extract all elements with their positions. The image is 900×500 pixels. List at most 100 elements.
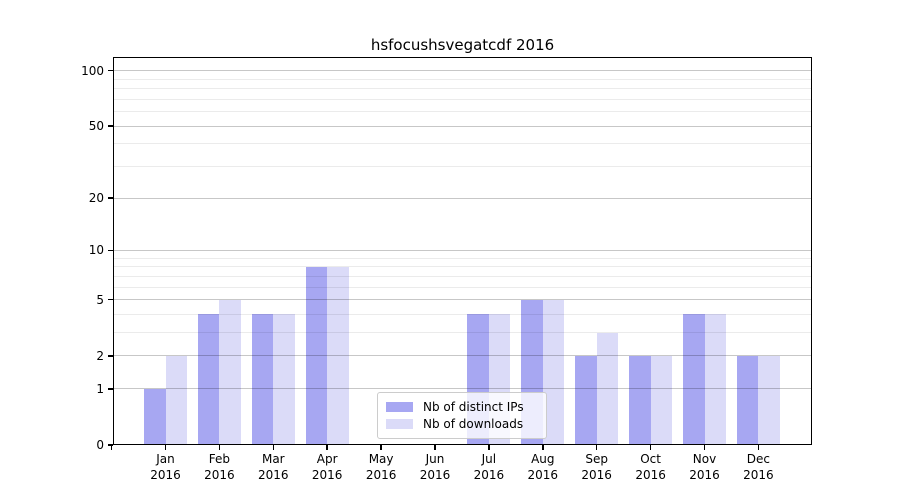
x-tick-mark — [757, 445, 760, 450]
x-tick-mark — [326, 445, 328, 450]
bar-distinct-ips-sep — [575, 355, 597, 445]
y-tick-label: 5 — [96, 292, 104, 307]
gridline-minor — [113, 313, 812, 315]
gridline-major — [113, 249, 812, 251]
x-tick-year: 2016 — [419, 468, 451, 482]
y-tick-label: 2 — [96, 348, 104, 363]
x-tick-year: 2016 — [581, 468, 612, 482]
bar-distinct-ips-feb — [197, 314, 220, 445]
x-tick-label: Mar 2016 — [233, 451, 313, 483]
gridline-minor — [113, 266, 812, 268]
y-tick-mark — [108, 388, 113, 390]
y-tick-mark — [108, 355, 113, 357]
gridline-minor — [113, 88, 812, 90]
x-tick-mark — [164, 445, 167, 450]
bar-distinct-ips-oct — [629, 355, 651, 445]
x-tick-mark — [703, 445, 706, 450]
x-tick-year: 2016 — [689, 468, 720, 482]
x-tick-label: Jan 2016 — [126, 451, 206, 483]
gridline-minor — [113, 257, 812, 259]
plot-area — [113, 57, 812, 445]
x-tick-month: Sep — [585, 452, 608, 466]
x-tick-year: 2016 — [365, 468, 397, 482]
x-tick-year: 2016 — [743, 468, 774, 482]
x-tick-mark — [434, 445, 436, 450]
y-tick-label: 0 — [96, 438, 104, 452]
gridline-major — [113, 125, 812, 127]
gridline-minor — [113, 111, 812, 113]
y-tick-label: 50 — [88, 119, 104, 134]
y-tick-mark — [108, 69, 113, 72]
bar-downloads-mar — [273, 314, 295, 445]
x-tick-label: Oct 2016 — [611, 451, 691, 483]
x-tick-label: Sep 2016 — [557, 451, 637, 483]
bar-downloads-aug — [542, 299, 565, 445]
bar-distinct-ips-jan — [144, 388, 166, 445]
gridline-major — [113, 70, 812, 72]
gridline-major — [113, 388, 812, 390]
x-tick-month: Aug — [531, 452, 555, 466]
legend-swatch-downloads — [386, 419, 413, 429]
bar-downloads-dec — [758, 355, 780, 445]
y-tick-label: 10 — [88, 243, 104, 258]
legend-item-downloads: Nb of downloads — [386, 416, 538, 432]
x-tick-month: Jul — [481, 452, 497, 466]
legend: Nb of distinct IPs Nb of downloads — [377, 392, 547, 439]
legend-label-downloads: Nb of downloads — [423, 417, 524, 431]
y-tick-mark — [108, 197, 113, 199]
x-tick-month: Nov — [692, 452, 717, 466]
gridline-minor — [113, 275, 812, 277]
x-tick-month: May — [368, 452, 394, 466]
bar-downloads-nov — [704, 314, 726, 445]
x-tick-mark — [218, 445, 221, 450]
gridline-minor — [113, 143, 812, 145]
x-tick-label: Apr 2016 — [287, 451, 367, 483]
bar-downloads-jan — [165, 355, 187, 445]
x-tick-month: Mar — [261, 452, 285, 466]
x-tick-mark — [542, 445, 544, 450]
legend-item-distinct-ips: Nb of distinct IPs — [386, 399, 538, 415]
y-tick-label: 20 — [88, 191, 104, 206]
x-tick-month: Dec — [746, 452, 770, 466]
gridline-minor — [113, 332, 812, 334]
y-tick-mark — [108, 125, 113, 127]
gridline-major — [113, 197, 812, 199]
x-tick-label: Jun 2016 — [395, 451, 475, 483]
bar-distinct-ips-nov — [683, 314, 705, 445]
bar-downloads-feb — [219, 299, 241, 445]
x-tick-month: Oct — [640, 452, 661, 466]
x-tick-mark — [488, 445, 490, 450]
x-tick-month: Apr — [316, 452, 338, 466]
x-tick-year: 2016 — [150, 468, 181, 482]
y-tick-mark — [108, 249, 113, 252]
gridline-major — [113, 355, 812, 357]
x-tick-mark — [595, 445, 598, 450]
y-tick-label: 100 — [81, 63, 104, 78]
y-tick-mark — [108, 444, 113, 446]
chart-title: hsfocushsvegatcdf 2016 — [370, 36, 555, 54]
gridline-minor — [113, 78, 812, 80]
x-tick-label: Feb 2016 — [179, 451, 259, 483]
y-tick-label: 1 — [96, 381, 104, 396]
x-tick-month: Feb — [208, 452, 231, 466]
x-tick-mark — [649, 445, 652, 450]
x-tick-mark — [272, 445, 275, 450]
x-tick-year: 2016 — [527, 468, 559, 482]
bar-distinct-ips-dec — [736, 355, 759, 445]
x-tick-mark — [380, 445, 382, 450]
x-tick-month: Jan — [156, 452, 175, 466]
x-tick-mark — [110, 445, 113, 450]
bar-downloads-sep — [596, 332, 619, 445]
x-tick-year: 2016 — [635, 468, 666, 482]
y-tick-mark — [108, 298, 113, 301]
gridline-minor — [113, 286, 812, 288]
bar-downloads-oct — [650, 355, 673, 445]
gridline-major — [113, 299, 812, 301]
x-tick-label: Dec 2016 — [718, 451, 798, 483]
x-tick-year: 2016 — [473, 468, 505, 482]
gridline-minor — [113, 98, 812, 100]
bar-distinct-ips-mar — [251, 314, 274, 445]
x-tick-label: May 2016 — [341, 451, 421, 483]
legend-swatch-distinct-ips — [386, 402, 413, 412]
